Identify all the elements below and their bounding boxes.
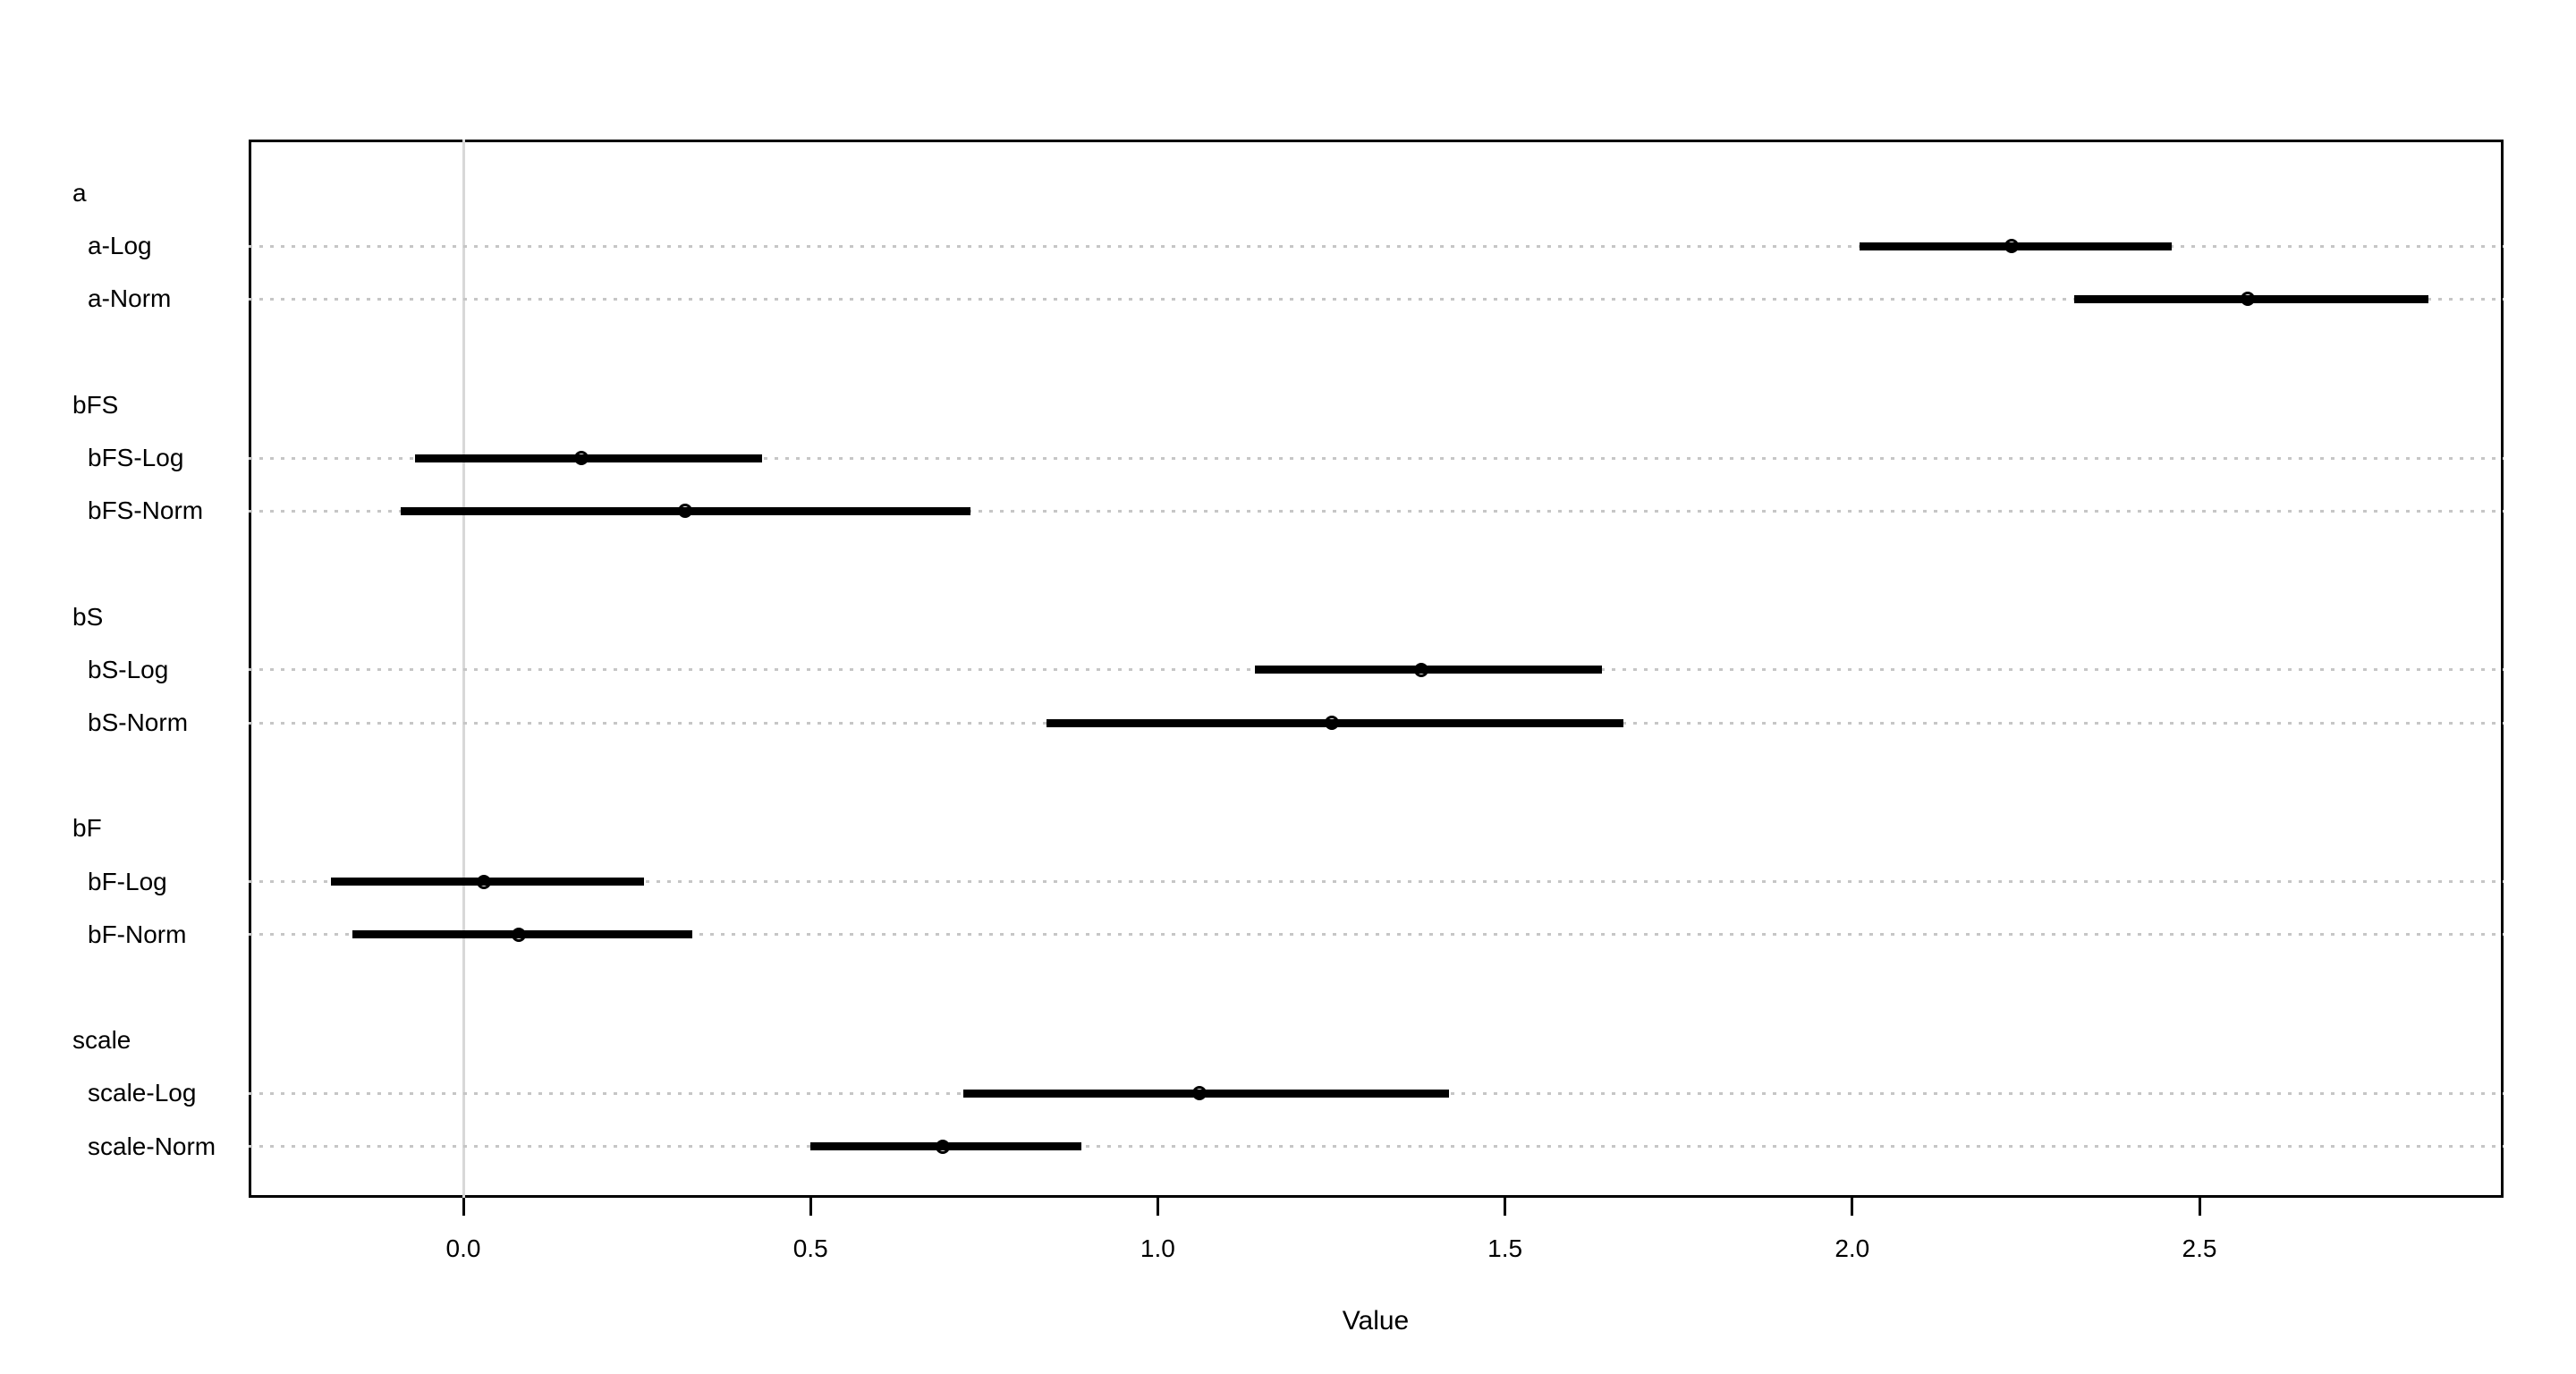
- x-axis-tick-label: 2.0: [1835, 1234, 1870, 1262]
- row-gridline: [249, 456, 2504, 460]
- row-gridline: [249, 933, 2504, 937]
- row-gridline: [249, 509, 2504, 513]
- point-marker: [477, 874, 492, 889]
- group-label: bS: [72, 602, 104, 631]
- x-axis-tick-label: 0.0: [445, 1234, 481, 1262]
- item-label: bFS-Log: [88, 444, 184, 471]
- x-axis-tick-label: 1.0: [1140, 1234, 1175, 1262]
- item-label: scale-Log: [88, 1079, 197, 1107]
- x-axis-title: Value: [1342, 1306, 1410, 1336]
- group-label: bF: [72, 814, 102, 843]
- point-marker: [2004, 239, 2020, 254]
- x-axis-tick-label: 1.5: [1487, 1234, 1523, 1262]
- point-marker: [1324, 716, 1339, 730]
- item-label: bF-Norm: [88, 920, 187, 948]
- point-marker: [935, 1139, 950, 1154]
- x-axis-tick-label: 0.5: [792, 1234, 828, 1262]
- row-gridline: [249, 244, 2504, 248]
- x-axis-tick: [1851, 1198, 1854, 1216]
- item-label: bS-Log: [88, 655, 169, 683]
- point-marker: [1414, 662, 1429, 677]
- row-gridline: [249, 880, 2504, 884]
- point-marker: [678, 504, 693, 519]
- item-label: scale-Norm: [88, 1132, 216, 1160]
- item-label: a-Log: [88, 232, 152, 260]
- point-marker: [1191, 1086, 1207, 1101]
- group-label: a: [72, 179, 87, 207]
- x-axis-tick: [1156, 1198, 1159, 1216]
- item-label: bS-Norm: [88, 708, 189, 736]
- x-axis-tick: [809, 1198, 812, 1216]
- x-axis-tick-label: 2.5: [2182, 1234, 2217, 1262]
- item-label: bFS-Norm: [88, 496, 204, 525]
- item-label: bF-Log: [88, 867, 167, 895]
- row-gridline: [249, 1145, 2504, 1149]
- group-label: bFS: [72, 390, 119, 419]
- item-label: a-Norm: [88, 284, 172, 313]
- point-marker: [2241, 292, 2256, 307]
- row-gridline: [249, 297, 2504, 301]
- x-axis-tick: [462, 1198, 465, 1216]
- point-marker: [573, 451, 589, 465]
- group-label: scale: [72, 1026, 131, 1055]
- x-axis-tick: [2198, 1198, 2201, 1216]
- point-marker: [512, 927, 527, 942]
- x-axis-tick: [1504, 1198, 1507, 1216]
